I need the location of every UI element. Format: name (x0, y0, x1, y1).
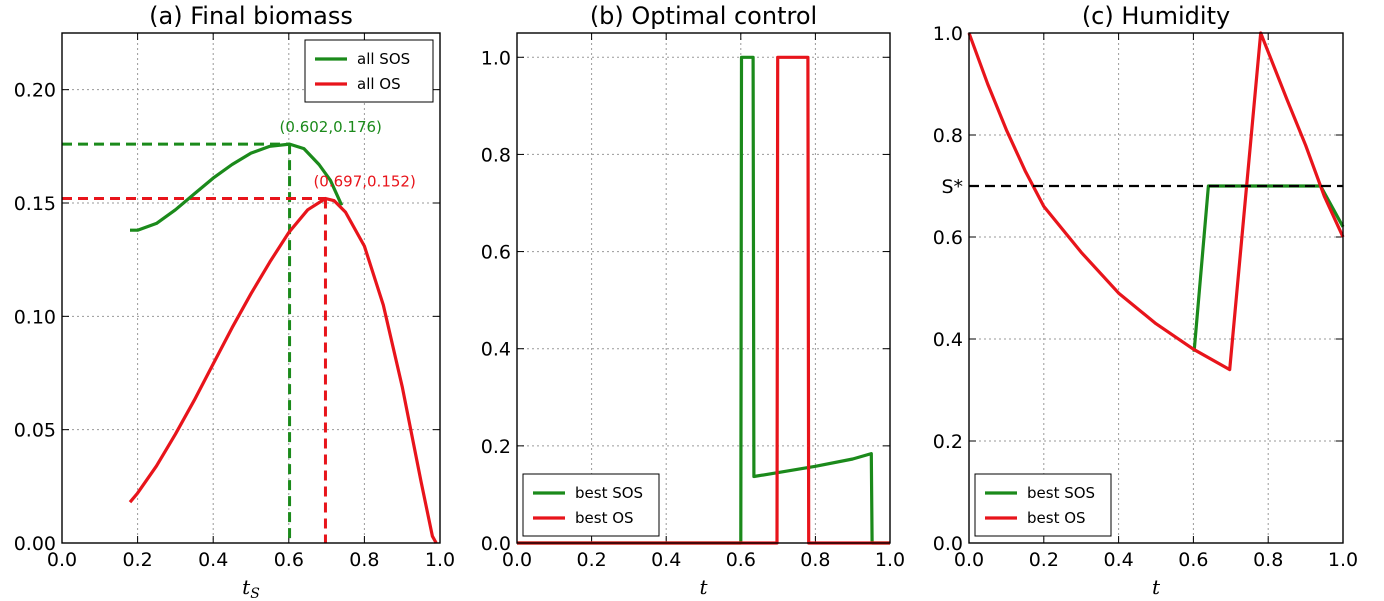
series-line-best-os (967, 31, 1345, 372)
plot-area (517, 33, 890, 543)
legend: best SOS best OS (522, 473, 660, 537)
x-tick-label: 0.4 (1103, 549, 1133, 571)
chart-title: (b) Optimal control (590, 2, 817, 30)
y-tick-label: 0.2 (481, 436, 511, 458)
y-tick-label: 0.0 (933, 533, 963, 555)
panel-2: 0.0 0.2 0.4 0.6 0.8 1.0 0.0 0.2 0.4 0.6 0.8 1.0 (b) … (481, 2, 905, 599)
legend-box (974, 473, 1112, 537)
legend-label: all SOS (357, 50, 410, 68)
axes-frame (516, 32, 891, 544)
x-axis-label: tS (242, 575, 260, 601)
x-tick-label: 0.6 (274, 549, 304, 571)
x-tick-label: 1.0 (875, 549, 905, 571)
series-line-all-sos (130, 142, 344, 232)
y-tick-label: 1.0 (933, 23, 963, 45)
panel-3: 0.0 0.2 0.4 0.6 0.8 1.0 0.0 0.2 0.4 0.6 0.8 1.0 S* (c… (933, 2, 1358, 599)
y-tick-label: 0.6 (481, 242, 511, 264)
y-tick-label: 0.8 (481, 144, 511, 166)
plot-area (969, 33, 1343, 543)
y-tick-label: 0.20 (14, 80, 56, 102)
chart-title: (a) Final biomass (149, 2, 353, 30)
y-tick-label: 0.4 (933, 329, 963, 351)
y-tick-label: 0.6 (933, 227, 963, 249)
series-line-all-os (128, 196, 438, 544)
x-tick-label: 0.2 (1029, 549, 1059, 571)
x-tick-label: 1.0 (1328, 549, 1358, 571)
x-tick-label: 0.4 (198, 549, 228, 571)
legend: best SOS best OS (974, 473, 1112, 537)
legend-box (304, 39, 434, 103)
axes-frame (61, 32, 441, 544)
y-tick-label-s-star: S* (941, 176, 963, 198)
x-tick-label: 0.6 (1178, 549, 1208, 571)
x-tick-label: 0.8 (800, 549, 830, 571)
legend-box (522, 473, 660, 537)
legend-label: best SOS (575, 484, 643, 502)
chart-title: (c) Humidity (1082, 2, 1230, 30)
x-tick-label: 0.6 (726, 549, 756, 571)
x-tick-label: 0.4 (651, 549, 681, 571)
axes-frame (968, 32, 1344, 544)
x-tick-label: 0.0 (502, 549, 532, 571)
point-annotation: (0.697,0.152) (313, 172, 415, 190)
legend: all SOS all OS (304, 39, 434, 103)
point-annotation: (0.602,0.176) (280, 118, 382, 136)
legend-label: best OS (1027, 509, 1086, 527)
legend-label: best SOS (1027, 484, 1095, 502)
y-tick-label: 0.05 (14, 420, 56, 442)
x-tick-label: 0.8 (349, 549, 379, 571)
x-tick-label: 0.2 (122, 549, 152, 571)
x-tick-label: 0.0 (954, 549, 984, 571)
y-tick-label: 0.2 (933, 431, 963, 453)
y-tick-label: 0.10 (14, 306, 56, 328)
plot-area (62, 33, 440, 543)
legend-label: best OS (575, 509, 634, 527)
x-tick-label: 0.8 (1253, 549, 1283, 571)
x-tick-label: 1.0 (425, 549, 455, 571)
y-tick-label: 0.0 (481, 533, 511, 555)
panel-1: 0.0 0.2 0.4 0.6 0.8 1.0 0.00 0.05 0.10 0.15 0.20 (0… (14, 2, 455, 601)
x-axis-label: t (1152, 575, 1161, 599)
x-tick-label: 0.2 (576, 549, 606, 571)
y-tick-label: 0.00 (14, 533, 56, 555)
legend-label: all OS (357, 75, 401, 93)
y-tick-label: 0.8 (933, 125, 963, 147)
y-tick-label: 1.0 (481, 47, 511, 69)
y-tick-label: 0.4 (481, 339, 511, 361)
x-tick-label: 0.0 (47, 549, 77, 571)
y-tick-label: 0.15 (14, 193, 56, 215)
x-axis-label: t (699, 575, 708, 599)
